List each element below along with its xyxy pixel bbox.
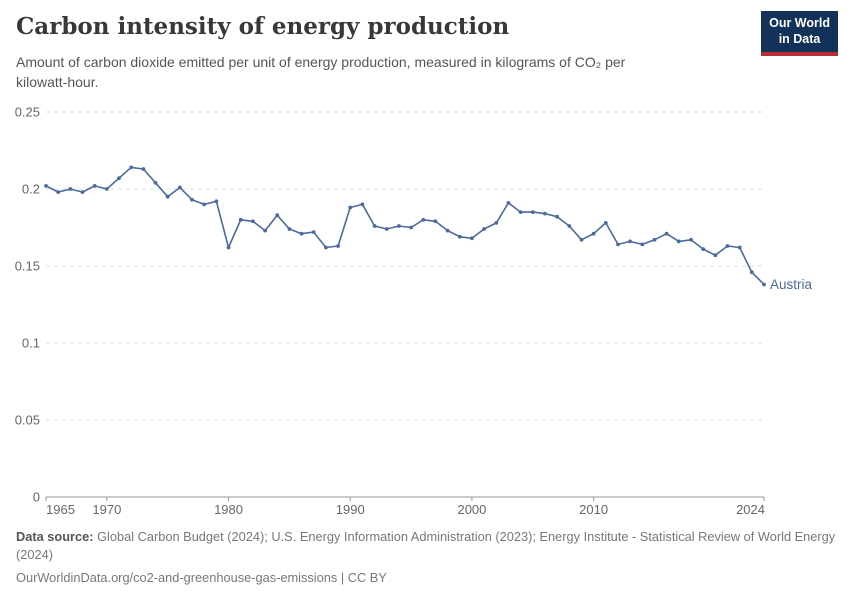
data-point[interactable] (384, 227, 389, 231)
data-point[interactable] (165, 194, 170, 199)
data-point[interactable] (80, 190, 85, 195)
data-point[interactable] (445, 228, 450, 233)
data-point[interactable] (567, 224, 572, 228)
owid-logo-line1: Our World (769, 16, 830, 30)
data-point[interactable] (737, 245, 742, 250)
data-point[interactable] (263, 228, 267, 233)
data-point[interactable] (518, 210, 523, 215)
data-point[interactable] (725, 244, 730, 248)
owid-logo[interactable]: Our World in Data (761, 11, 838, 57)
data-point[interactable] (689, 237, 693, 242)
y-tick-label: 0.2 (22, 182, 40, 197)
data-point[interactable] (153, 180, 158, 185)
data-point[interactable] (762, 282, 766, 287)
data-point[interactable] (664, 231, 669, 236)
data-point[interactable] (372, 224, 377, 228)
footer-link[interactable]: OurWorldinData.org/co2-and-greenhouse-ga… (16, 570, 387, 586)
data-point[interactable] (287, 227, 292, 231)
data-point[interactable] (616, 242, 620, 247)
data-source-label: Data source: (16, 529, 94, 544)
data-point[interactable] (543, 211, 547, 216)
data-point[interactable] (324, 245, 328, 250)
chart-subtitle: Amount of carbon dioxide emitted per uni… (16, 54, 626, 91)
x-tick-label: 1990 (336, 502, 365, 517)
data-point[interactable] (530, 210, 535, 215)
data-point[interactable] (251, 219, 255, 224)
data-point[interactable] (129, 165, 134, 170)
series-austria[interactable]: Austria (44, 165, 813, 292)
data-point[interactable] (652, 237, 657, 242)
y-tick-label: 0 (33, 490, 40, 505)
data-point[interactable] (397, 224, 401, 228)
series-end-label: Austria (770, 277, 813, 292)
data-point[interactable] (117, 176, 121, 181)
data-point[interactable] (470, 236, 474, 241)
y-tick-label: 0.15 (15, 259, 40, 274)
x-tick-label: 1980 (214, 502, 243, 517)
data-point[interactable] (506, 201, 511, 205)
data-point[interactable] (202, 202, 207, 207)
data-point[interactable] (226, 245, 231, 250)
data-point[interactable] (141, 167, 146, 171)
data-point[interactable] (421, 217, 426, 222)
data-point[interactable] (409, 225, 413, 230)
data-point[interactable] (178, 185, 182, 190)
x-tick-label: 2024 (736, 502, 765, 517)
data-point[interactable] (44, 184, 48, 188)
data-point[interactable] (92, 184, 97, 188)
data-point[interactable] (299, 231, 304, 236)
data-point[interactable] (360, 202, 365, 207)
x-tick-label: 1970 (92, 502, 121, 517)
owid-logo-line2: in Data (778, 31, 821, 46)
data-source-text: Global Carbon Budget (2024); U.S. Energy… (16, 529, 836, 563)
data-point[interactable] (749, 270, 754, 275)
data-point[interactable] (640, 242, 645, 247)
data-point[interactable] (482, 227, 486, 231)
data-point[interactable] (56, 190, 61, 195)
data-point[interactable] (701, 247, 706, 252)
data-point[interactable] (494, 221, 499, 225)
y-tick-label: 0.1 (22, 336, 40, 351)
y-tick-label: 0.05 (15, 413, 40, 428)
data-point[interactable] (457, 234, 462, 239)
data-point[interactable] (433, 219, 438, 224)
x-tick-label: 1965 (46, 502, 75, 517)
data-point[interactable] (676, 239, 681, 244)
data-point[interactable] (214, 199, 219, 204)
data-point[interactable] (348, 205, 353, 210)
data-point[interactable] (336, 244, 340, 248)
data-point[interactable] (190, 197, 194, 202)
data-point[interactable] (275, 213, 280, 218)
data-point[interactable] (591, 231, 596, 236)
data-point[interactable] (104, 187, 109, 191)
page-title: Carbon intensity of energy production (16, 13, 510, 40)
data-point[interactable] (555, 214, 559, 219)
data-point[interactable] (68, 187, 73, 191)
data-point[interactable] (579, 237, 584, 242)
data-point[interactable] (311, 230, 316, 235)
x-tick-label: 2000 (457, 502, 486, 517)
chart-footer: Data source: Global Carbon Budget (2024)… (16, 528, 836, 587)
series-line[interactable] (45, 166, 765, 286)
data-point[interactable] (628, 239, 632, 244)
y-tick-label: 0.25 (15, 105, 40, 120)
data-point[interactable] (603, 221, 608, 225)
data-point[interactable] (713, 253, 718, 258)
data-point[interactable] (238, 217, 243, 222)
x-tick-label: 2010 (579, 502, 608, 517)
data-source-line: Data source: Global Carbon Budget (2024)… (16, 528, 836, 564)
